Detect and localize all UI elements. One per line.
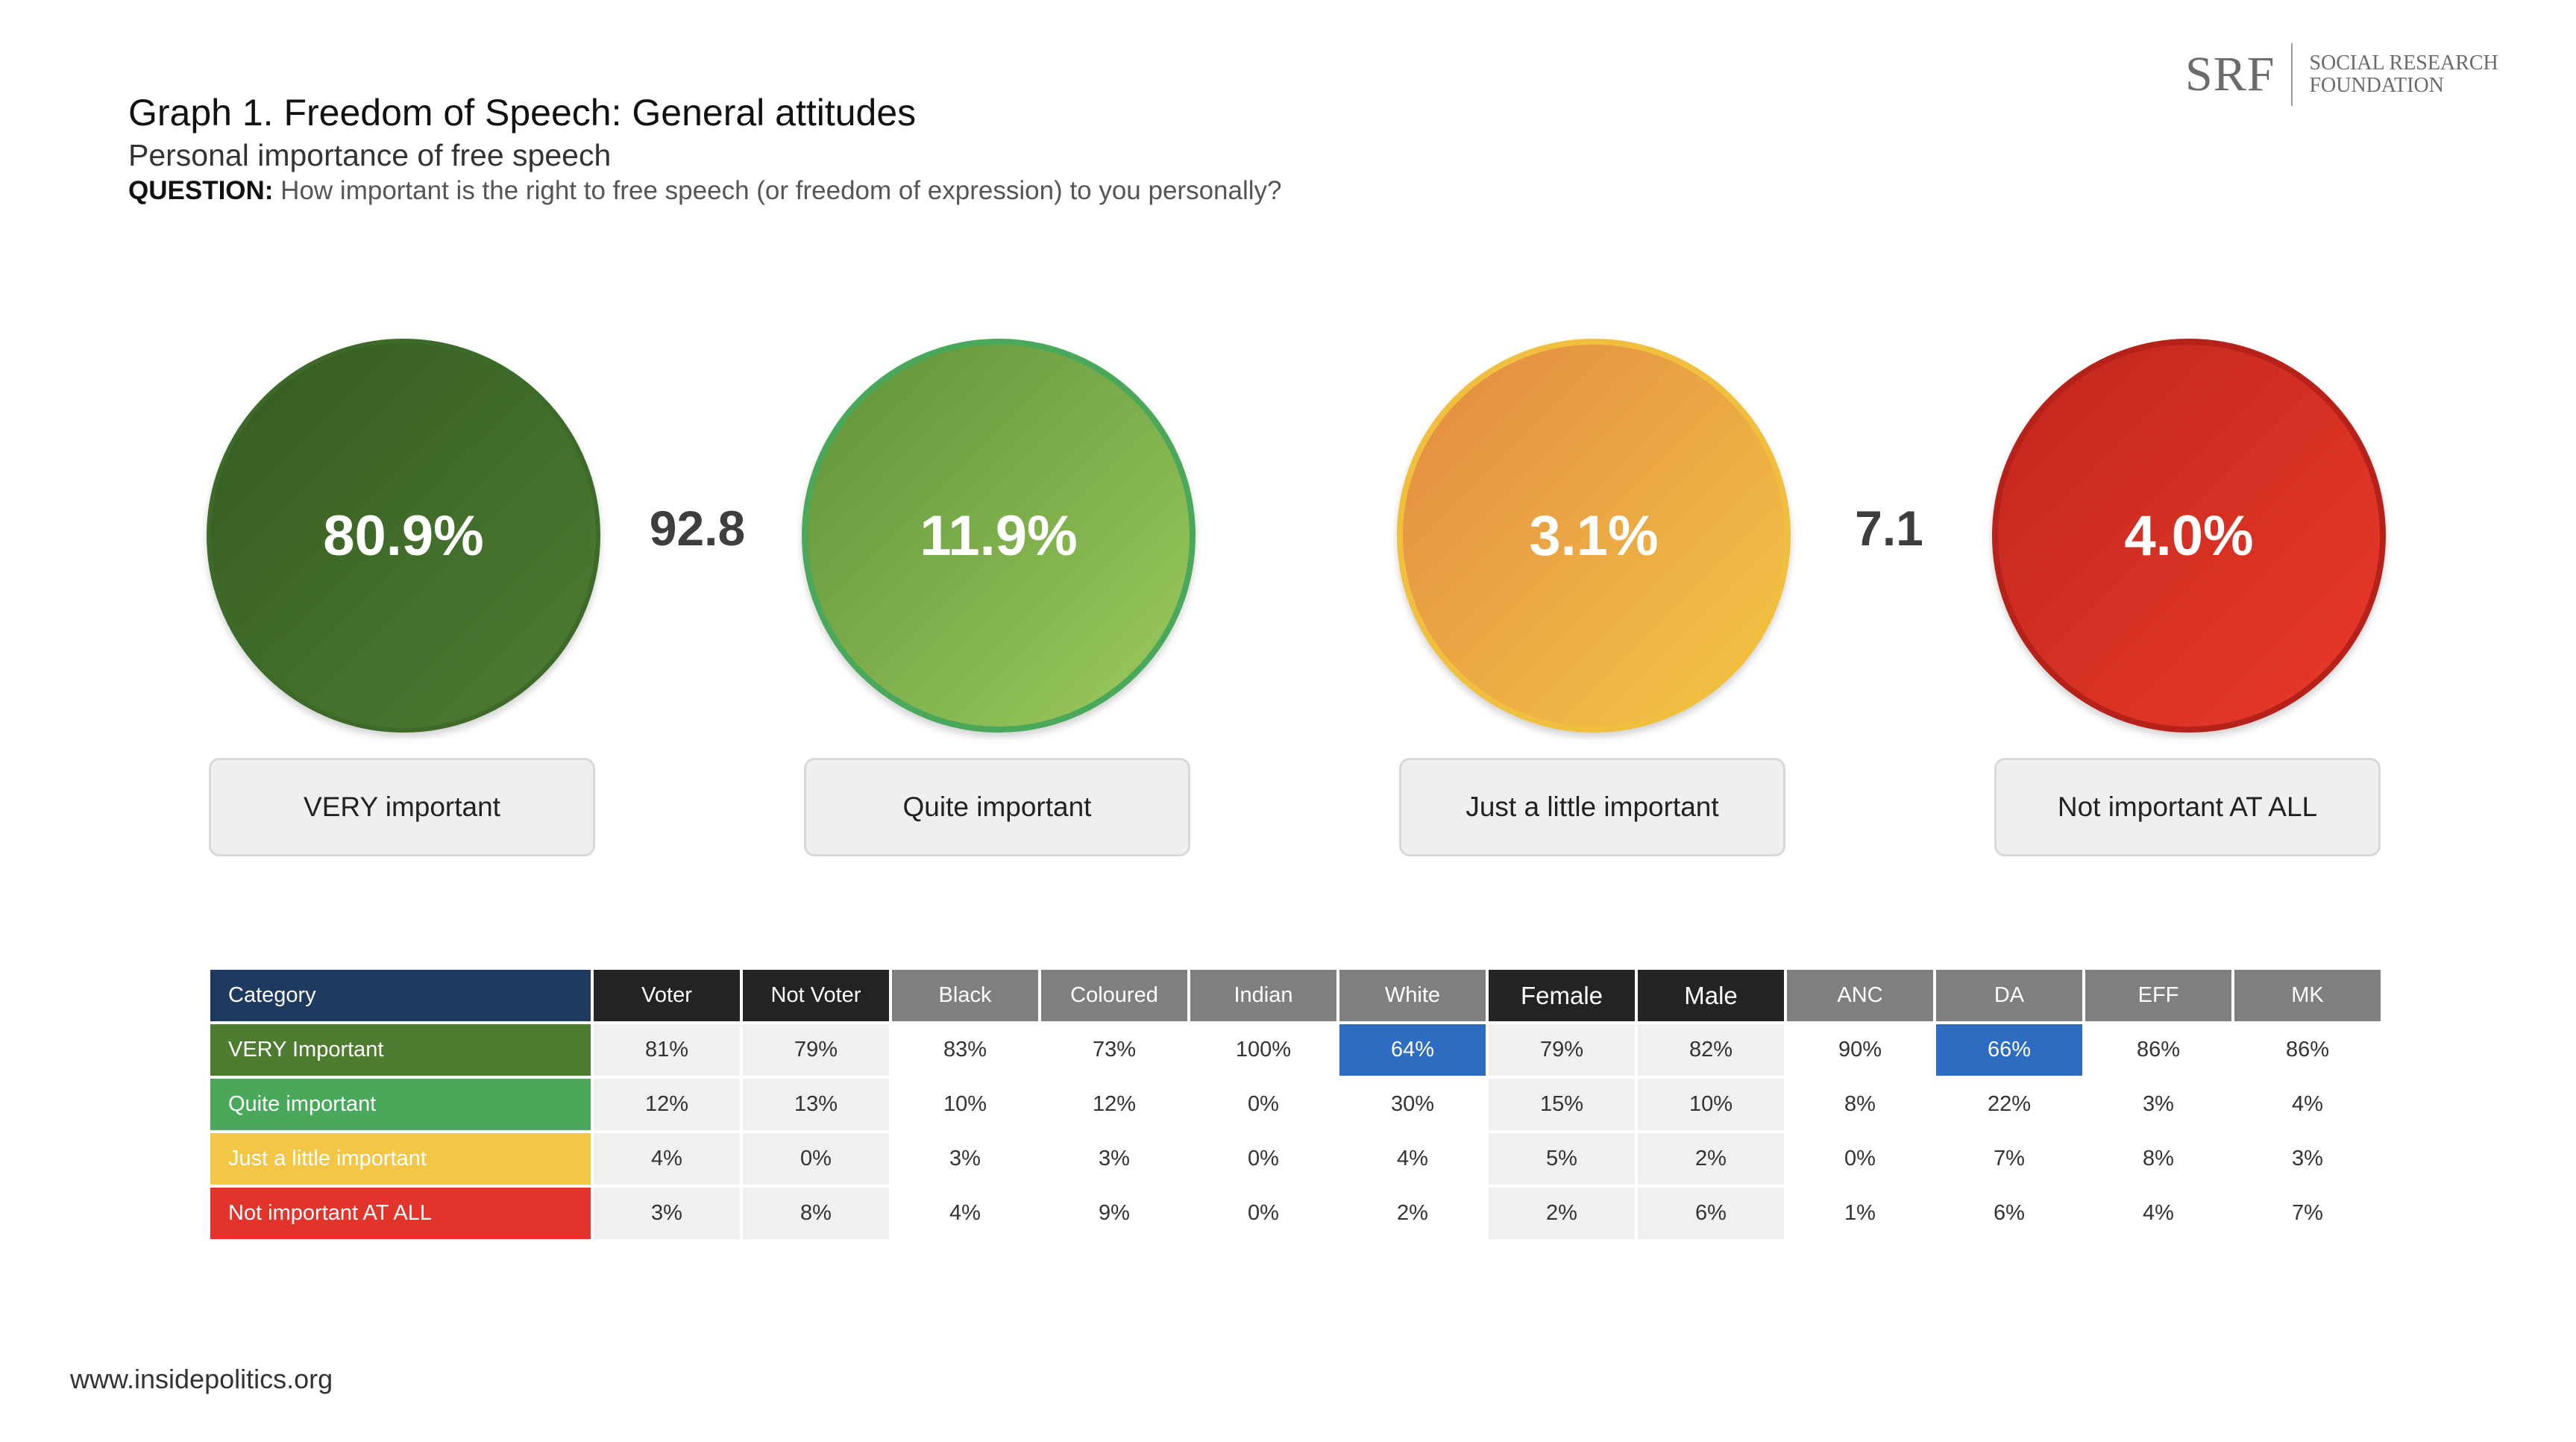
table-cell: 3% <box>2234 1133 2381 1185</box>
table-cell: 4% <box>1339 1133 1486 1185</box>
table-cell: 3% <box>594 1188 740 1239</box>
table-cell: 90% <box>1787 1024 1933 1076</box>
question-label: QUESTION: <box>128 176 274 205</box>
table-cell: 82% <box>1638 1024 1784 1076</box>
table-cell: 3% <box>892 1133 1038 1185</box>
table-cell: 100% <box>1190 1024 1336 1076</box>
category-label-very-important: VERY important <box>209 758 595 856</box>
table-cell: 12% <box>1041 1079 1187 1130</box>
column-header-black: Black <box>892 970 1038 1021</box>
logo-text: SOCIAL RESEARCH FOUNDATION <box>2293 52 2498 97</box>
logo-line-2: FOUNDATION <box>2309 74 2444 97</box>
column-header-not-voter: Not Voter <box>743 970 889 1021</box>
row-label-not-important-at-all: Not important AT ALL <box>210 1188 591 1239</box>
column-header-da: DA <box>1936 970 2082 1021</box>
column-header-voter: Voter <box>594 970 740 1021</box>
chart-title-suffix: : General attitudes <box>611 92 917 134</box>
column-header-eff: EFF <box>2085 970 2231 1021</box>
question-text: QUESTION: How important is the right to … <box>128 176 1282 206</box>
row-label-just-a-little-important: Just a little important <box>210 1133 591 1185</box>
column-header-mk: MK <box>2234 970 2381 1021</box>
table-row: Quite important 12% 13% 10% 12% 0% 30% 15% 10% 8%… <box>210 1079 2381 1130</box>
table-header-row: Category Voter Not Voter Black Coloured Indi… <box>210 970 2381 1021</box>
chart-subtitle: Personal importance of free speech <box>128 138 612 172</box>
table-cell: 2% <box>1489 1188 1635 1239</box>
circle-very-important: 80.9% <box>207 339 600 733</box>
table-cell: 8% <box>1787 1079 1933 1130</box>
logo-line-1: SOCIAL RESEARCH <box>2309 51 2498 75</box>
column-header-female: Female <box>1489 970 1635 1021</box>
table-cell: 0% <box>1190 1133 1336 1185</box>
table-cell: 7% <box>2234 1188 2381 1239</box>
table-body: VERY Important 81% 79% 83% 73% 100% 64% 79% 82% 9… <box>210 1024 2381 1239</box>
table-cell: 3% <box>2085 1079 2231 1130</box>
table-corner-label: Category <box>210 970 591 1021</box>
category-label-little-important: Just a little important <box>1399 758 1785 856</box>
row-label-very-important: VERY Important <box>210 1024 591 1076</box>
chart-title-prefix: Graph 1. Freedom of Speech <box>128 92 612 134</box>
table-cell: 86% <box>2234 1024 2381 1076</box>
table-cell: 0% <box>743 1133 889 1185</box>
table-row: VERY Important 81% 79% 83% 73% 100% 64% 79% 82% 9… <box>210 1024 2381 1076</box>
table-cell: 1% <box>1787 1188 1933 1239</box>
chart-title: Graph 1. Freedom of Speech: General atti… <box>128 91 916 134</box>
table-cell: 5% <box>1489 1133 1635 1185</box>
value-label-very-important: 80.9% <box>323 504 484 568</box>
table-cell: 9% <box>1041 1188 1187 1239</box>
combined-unimportant-total: 7.1 <box>1855 501 1923 556</box>
column-header-coloured: Coloured <box>1041 970 1187 1021</box>
table-cell: 0% <box>1190 1188 1336 1239</box>
column-header-male: Male <box>1638 970 1784 1021</box>
table-cell: 8% <box>743 1188 889 1239</box>
category-label-quite-important: Quite important <box>804 758 1190 856</box>
footer-url: www.insidepolitics.org <box>70 1364 333 1394</box>
table-cell: 73% <box>1041 1024 1187 1076</box>
circle-little-important: 3.1% <box>1397 339 1791 733</box>
table-cell: 81% <box>594 1024 740 1076</box>
table-cell: 10% <box>892 1079 1038 1130</box>
column-header-white: White <box>1339 970 1486 1021</box>
value-label-little-important: 3.1% <box>1529 504 1659 568</box>
table-cell: 2% <box>1638 1133 1784 1185</box>
breakdown-table: Category Voter Not Voter Black Coloured Indi… <box>207 967 2384 1242</box>
table-cell: 79% <box>1489 1024 1635 1076</box>
combined-important-total: 92.8 <box>649 501 746 556</box>
category-label-not-important: Not important AT ALL <box>1994 758 2381 856</box>
table-cell: 13% <box>743 1079 889 1130</box>
srf-logo: SRF SOCIAL RESEARCH FOUNDATION <box>2185 43 2498 106</box>
row-label-quite-important: Quite important <box>210 1079 591 1130</box>
table-cell: 7% <box>1936 1133 2082 1185</box>
table-cell: 4% <box>2085 1188 2231 1239</box>
table-cell: 8% <box>2085 1133 2231 1185</box>
table-cell: 4% <box>594 1133 740 1185</box>
table-row: Just a little important 4% 0% 3% 3% 0% 4% 5% 2% 0… <box>210 1133 2381 1185</box>
column-header-anc: ANC <box>1787 970 1933 1021</box>
table-cell: 83% <box>892 1024 1038 1076</box>
table-cell: 6% <box>1638 1188 1784 1239</box>
circle-quite-important: 11.9% <box>802 339 1196 733</box>
table-cell: 4% <box>2234 1079 2381 1130</box>
table-cell: 10% <box>1638 1079 1784 1130</box>
table-cell: 64% <box>1339 1024 1486 1076</box>
logo-mark: SRF <box>2185 43 2293 106</box>
table-cell: 86% <box>2085 1024 2231 1076</box>
table-row: Not important AT ALL 3% 8% 4% 9% 0% 2% 2% 6% 1% 6%… <box>210 1188 2381 1239</box>
table-cell: 2% <box>1339 1188 1486 1239</box>
question-body: How important is the right to free speec… <box>273 176 1282 205</box>
table-cell: 0% <box>1190 1079 1336 1130</box>
table-cell: 0% <box>1787 1133 1933 1185</box>
table-cell: 30% <box>1339 1079 1486 1130</box>
value-label-not-important: 4.0% <box>2124 504 2254 568</box>
value-label-quite-important: 11.9% <box>920 504 1078 568</box>
table-cell: 3% <box>1041 1133 1187 1185</box>
table-cell: 6% <box>1936 1188 2082 1239</box>
table-cell: 4% <box>892 1188 1038 1239</box>
table-cell: 12% <box>594 1079 740 1130</box>
circle-not-important: 4.0% <box>1992 339 2386 733</box>
table-cell: 66% <box>1936 1024 2082 1076</box>
table-cell: 22% <box>1936 1079 2082 1130</box>
column-header-indian: Indian <box>1190 970 1336 1021</box>
table-cell: 79% <box>743 1024 889 1076</box>
table-cell: 15% <box>1489 1079 1635 1130</box>
